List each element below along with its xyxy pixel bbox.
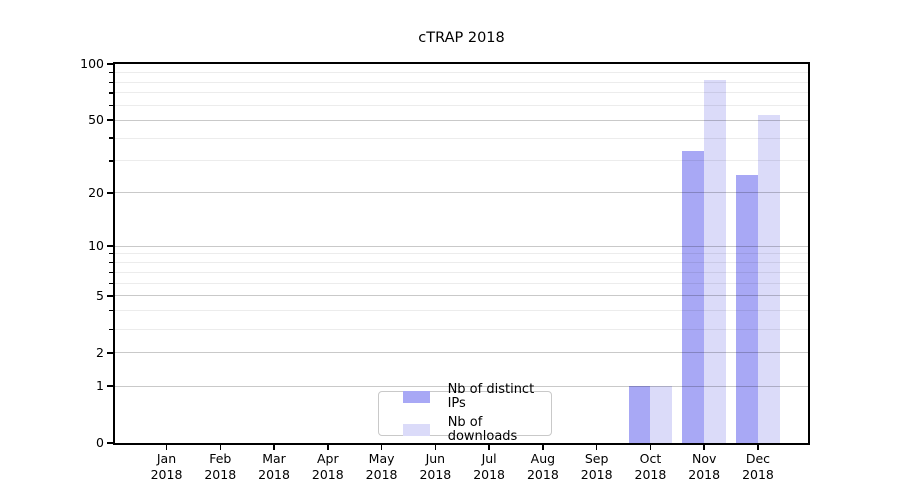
y-tick-label: 1 [96, 378, 104, 394]
x-tick-label: Sep 2018 [580, 451, 613, 482]
x-tick-label: Apr 2018 [311, 451, 344, 482]
gridline-major [115, 119, 808, 121]
y-tick-label: 20 [88, 184, 104, 200]
gridline-major [115, 245, 808, 247]
y-tick-label: 50 [88, 112, 104, 128]
y-tick-minor [109, 92, 113, 94]
legend-item-downloads: Nb of downloads [403, 416, 551, 444]
gridline-major [115, 385, 808, 387]
gridline-minor [115, 262, 808, 264]
y-tick-label: 2 [96, 344, 104, 360]
x-tick-label: Nov 2018 [688, 451, 721, 482]
x-tick-label: May 2018 [365, 451, 398, 482]
x-tick-label: Dec 2018 [742, 451, 774, 482]
y-tick-label: 100 [80, 56, 104, 71]
y-tick-label: 0 [96, 435, 104, 450]
y-tick-minor [109, 81, 113, 83]
y-tick-minor [109, 137, 113, 139]
y-tick-label: 10 [88, 238, 104, 254]
y-tick-minor [109, 160, 113, 162]
x-tick-label: Feb 2018 [204, 451, 237, 482]
gridline-major [115, 352, 808, 354]
x-tick [327, 445, 329, 450]
y-tick-major [107, 192, 113, 194]
y-tick-label: 5 [96, 287, 104, 303]
y-tick-major [107, 63, 113, 65]
y-tick-major [107, 119, 113, 121]
y-tick-minor [109, 282, 113, 284]
y-tick-major [107, 385, 113, 387]
gridline-minor [115, 137, 808, 139]
gridline-minor [115, 328, 808, 330]
legend-swatch-distinct-ips [403, 391, 430, 403]
y-tick-minor [109, 253, 113, 255]
legend-swatch-downloads [403, 424, 430, 436]
x-tick [757, 445, 759, 450]
gridline-minor [115, 310, 808, 312]
y-tick-minor [109, 261, 113, 264]
x-tick [434, 445, 437, 450]
x-tick [649, 445, 652, 450]
x-tick [595, 445, 598, 450]
gridline-minor [115, 253, 808, 255]
gridline-minor [115, 92, 808, 94]
gridline-minor [115, 81, 808, 83]
legend-label-downloads: Nb of downloads [447, 415, 518, 444]
legend: Nb of distinct IPs Nb of downloads [378, 383, 552, 444]
x-tick-label: Jan 2018 [150, 451, 183, 482]
bar-downloads-dec [757, 115, 780, 443]
y-tick-minor [109, 71, 113, 74]
legend-item-distinct-ips: Nb of distinct IPs [403, 383, 551, 411]
y-tick-minor [109, 328, 113, 330]
x-tick [165, 445, 168, 450]
x-tick [219, 445, 222, 450]
gridline-minor [115, 104, 808, 106]
gridline-minor [115, 282, 808, 284]
bar-distinct-ips-oct [628, 386, 651, 443]
y-tick-major [107, 442, 113, 444]
gridline-major [115, 295, 808, 297]
y-tick-minor [109, 104, 113, 106]
legend-label-distinct-ips: Nb of distinct IPs [447, 382, 535, 411]
bar-distinct-ips-nov [682, 151, 705, 443]
x-tick-label: Jun 2018 [419, 451, 452, 482]
y-tick-major [107, 352, 113, 354]
x-tick-label: Jul 2018 [473, 451, 506, 482]
bar-downloads-nov [704, 80, 726, 443]
y-tick-major [107, 295, 113, 297]
x-tick-label: Oct 2018 [634, 451, 667, 482]
x-tick [488, 445, 490, 450]
x-tick-label: Aug 2018 [526, 451, 559, 482]
plot-area [113, 62, 810, 445]
gridline-major [115, 192, 808, 194]
x-tick [380, 445, 383, 450]
x-tick [273, 445, 275, 450]
gridline-minor [115, 72, 808, 74]
x-tick-label: Mar 2018 [258, 451, 290, 482]
y-tick-minor [109, 271, 113, 273]
y-tick-major [107, 245, 113, 247]
gridline-minor [115, 160, 808, 162]
chart-title: cTRAP 2018 [418, 30, 505, 46]
bar-downloads-oct [650, 386, 673, 443]
x-tick [703, 445, 705, 450]
gridline-minor [115, 271, 808, 273]
x-tick [542, 445, 544, 450]
y-tick-minor [109, 310, 113, 312]
bar-distinct-ips-dec [736, 175, 758, 443]
